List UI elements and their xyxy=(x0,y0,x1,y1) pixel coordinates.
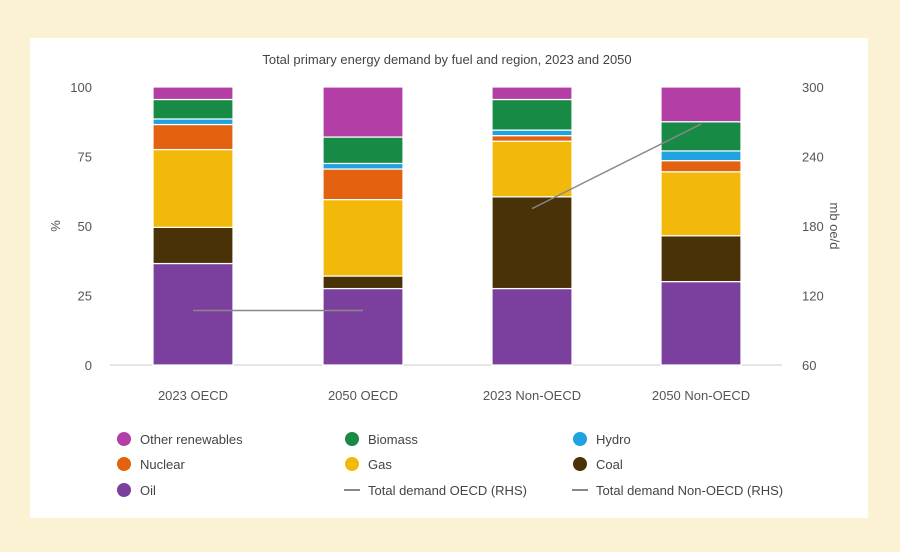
bar-other-renewables xyxy=(660,86,742,123)
bar-gas xyxy=(152,148,234,228)
y-tick-label: 100 xyxy=(70,80,92,95)
y-axis-title: % xyxy=(48,220,63,232)
bar-nuclear xyxy=(152,123,234,151)
bar-hydro xyxy=(322,162,404,170)
legend-item-total-demand-non-oecd-rhs: Total demand Non-OECD (RHS) xyxy=(572,483,783,498)
legend-label: Hydro xyxy=(596,432,631,447)
bar-biomass xyxy=(660,121,742,152)
legend-item-total-demand-oecd-rhs: Total demand OECD (RHS) xyxy=(344,483,527,498)
bar-biomass xyxy=(152,98,234,120)
chart-card: Total primary energy demand by fuel and … xyxy=(30,38,868,518)
x-tick-label: 2023 OECD xyxy=(158,388,228,403)
bar-oil xyxy=(491,287,573,366)
legend-swatch xyxy=(573,432,587,446)
y2-tick-label: 60 xyxy=(802,358,816,373)
y-tick-label: 50 xyxy=(78,219,92,234)
bar-stack-2050-oecd xyxy=(322,86,404,366)
demand-lines xyxy=(193,123,702,312)
y2-tick-label: 180 xyxy=(802,219,824,234)
bar-gas xyxy=(491,140,573,198)
bar-oil xyxy=(152,262,234,366)
legend-swatch xyxy=(573,457,587,471)
y2-tick-label: 120 xyxy=(802,289,824,304)
bar-oil xyxy=(322,287,404,366)
y2-tick-label: 240 xyxy=(802,150,824,165)
bar-oil xyxy=(660,281,742,366)
bar-biomass xyxy=(322,136,404,165)
bar-other-renewables xyxy=(152,86,234,101)
bar-nuclear xyxy=(491,135,573,142)
legend-swatch xyxy=(345,457,359,471)
bar-nuclear xyxy=(322,168,404,201)
stacked-bar-chart: Total primary energy demand by fuel and … xyxy=(48,52,842,498)
bar-hydro xyxy=(660,150,742,162)
y2-axis-title: mb oe/d xyxy=(827,203,842,250)
bar-other-renewables xyxy=(322,86,404,138)
x-axis: 2023 OECD 2050 OECD 2023 Non-OECD 2050 Non-… xyxy=(158,388,750,403)
bar-gas xyxy=(660,171,742,237)
y2-tick-label: 300 xyxy=(802,80,824,95)
bar-coal xyxy=(322,275,404,290)
bar-coal xyxy=(152,226,234,265)
legend-label: Oil xyxy=(140,483,156,498)
legend-item-hydro: Hydro xyxy=(573,432,631,447)
bar-hydro xyxy=(491,129,573,137)
bar-hydro xyxy=(152,118,234,126)
legend-swatch xyxy=(117,432,131,446)
legend-label: Total demand Non-OECD (RHS) xyxy=(596,483,783,498)
legend-item-coal: Coal xyxy=(573,457,623,472)
legend-label: Biomass xyxy=(368,432,418,447)
legend-label: Gas xyxy=(368,457,392,472)
legend-swatch xyxy=(117,483,131,497)
bar-stack-2023-non-oecd xyxy=(491,86,573,366)
y-tick-label: 0 xyxy=(85,358,92,373)
bar-stack-2023-oecd xyxy=(152,86,234,366)
legend-swatch xyxy=(117,457,131,471)
bar-biomass xyxy=(491,98,573,131)
y-axis-right: 60 120 180 240 300 xyxy=(802,80,824,373)
legend-item-oil: Oil xyxy=(117,483,156,498)
legend-label: Total demand OECD (RHS) xyxy=(368,483,527,498)
bar-gas xyxy=(322,198,404,277)
bar-coal xyxy=(660,235,742,283)
bar-nuclear xyxy=(660,160,742,173)
legend-swatch xyxy=(345,432,359,446)
legend-item-gas: Gas xyxy=(345,457,392,472)
x-tick-label: 2050 OECD xyxy=(328,388,398,403)
legend-label: Other renewables xyxy=(140,432,243,447)
bar-stack-2050-non-oecd xyxy=(660,86,742,366)
x-tick-label: 2023 Non-OECD xyxy=(483,388,581,403)
chart-subtitle: Total primary energy demand by fuel and … xyxy=(262,52,631,67)
y-tick-label: 25 xyxy=(78,289,92,304)
legend-label: Coal xyxy=(596,457,623,472)
bar-other-renewables xyxy=(491,86,573,101)
x-tick-label: 2050 Non-OECD xyxy=(652,388,750,403)
bar-coal xyxy=(491,196,573,290)
line-total-demand-non-oecd-rhs xyxy=(531,123,702,210)
legend-label: Nuclear xyxy=(140,457,185,472)
legend-item-nuclear: Nuclear xyxy=(117,457,185,472)
bar-stacks xyxy=(152,86,742,366)
legend-item-biomass: Biomass xyxy=(345,432,418,447)
legend-item-other-renewables: Other renewables xyxy=(117,432,243,447)
legend: Other renewables Biomass Hydro Nuclear Gas Co… xyxy=(117,432,783,498)
y-axis-left: 0 25 50 75 100 xyxy=(70,80,92,373)
y-tick-label: 75 xyxy=(78,150,92,165)
